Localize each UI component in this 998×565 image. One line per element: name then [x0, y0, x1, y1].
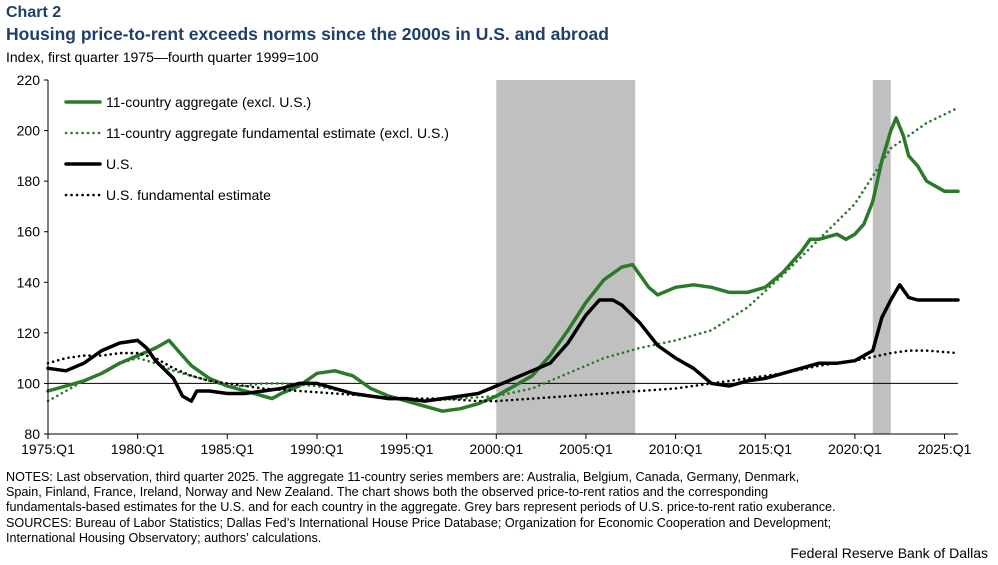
- chart-label: Chart 2: [6, 4, 62, 21]
- legend-label: U.S. fundamental estimate: [106, 187, 271, 203]
- line-chart: 80 100 120 140 160 180 200 220 1975:Q1 1980:Q1 198…: [17, 72, 972, 457]
- notes-line: fundamentals-based estimates for the U.S…: [6, 500, 836, 515]
- series-line: [46, 349, 960, 403]
- shaded-period: [496, 80, 636, 434]
- series-line: [46, 116, 960, 413]
- x-tick-label: 1980:Q1: [111, 441, 165, 457]
- chart-notes: NOTES: Last observation, third quarter 2…: [6, 470, 991, 546]
- y-tick-label: 100: [17, 375, 41, 391]
- x-tick-label: 1985:Q1: [200, 441, 254, 457]
- x-tick-label: 1975:Q1: [21, 441, 75, 457]
- series-line: [46, 106, 960, 403]
- notes-line: Spain, Finland, France, Ireland, Norway …: [6, 485, 769, 500]
- y-tick-label: 220: [17, 72, 41, 88]
- y-tick-label: 120: [17, 325, 41, 341]
- x-tick-label: 2010:Q1: [649, 441, 703, 457]
- x-tick-label: 2005:Q1: [559, 441, 613, 457]
- chart-subtitle: Index, first quarter 1975—fourth quarter…: [6, 49, 319, 65]
- y-tick-label: 200: [17, 123, 41, 139]
- x-tick-label: 1990:Q1: [290, 441, 344, 457]
- legend-label: 11-country aggregate (excl. U.S.): [106, 94, 311, 110]
- x-tick-label: 2015:Q1: [738, 441, 792, 457]
- x-tick-label: 2000:Q1: [469, 441, 523, 457]
- notes-line: NOTES: Last observation, third quarter 2…: [6, 470, 800, 484]
- sources-line: SOURCES: Bureau of Labor Statistics; Dal…: [6, 515, 832, 530]
- y-tick-label: 180: [17, 173, 41, 189]
- legend-label: 11-country aggregate fundamental estimat…: [106, 125, 449, 141]
- footer-source: Federal Reserve Bank of Dallas: [790, 545, 988, 561]
- x-tick-label: 2025:Q1: [918, 441, 972, 457]
- x-tick-label: 1995:Q1: [380, 441, 434, 457]
- y-tick-label: 160: [17, 224, 41, 240]
- legend-label: U.S.: [106, 156, 133, 172]
- x-tick-label: 2020:Q1: [828, 441, 882, 457]
- sources-line: International Housing Observatory; autho…: [6, 530, 322, 545]
- shaded-period: [872, 80, 891, 434]
- y-tick-label: 140: [17, 274, 41, 290]
- y-tick-label: 80: [24, 426, 40, 442]
- chart-title: Housing price-to-rent exceeds norms sinc…: [6, 24, 609, 44]
